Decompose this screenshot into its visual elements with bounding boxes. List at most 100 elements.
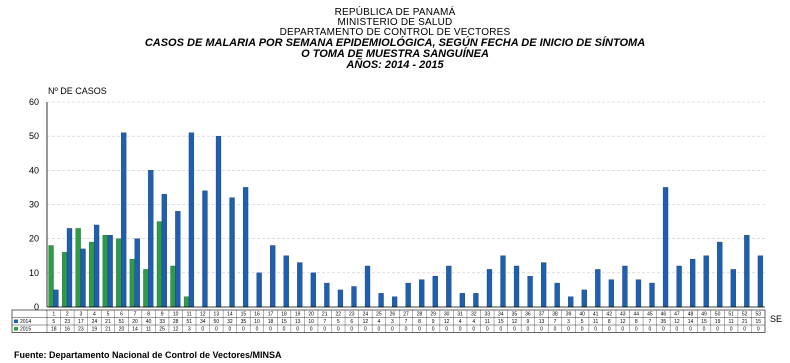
x-tick-label: 51 (728, 312, 734, 318)
x-tick-label: 29 (430, 312, 436, 318)
x-tick-label: 37 (539, 312, 545, 318)
x-tick-label: 7 (134, 312, 137, 318)
table-cell-2015: 0 (608, 327, 611, 333)
table-cell-2014: 11 (729, 319, 734, 325)
table-cell-2015: 0 (621, 327, 624, 333)
x-tick-label: 20 (308, 312, 314, 318)
x-tick-label: 28 (417, 312, 423, 318)
x-tick-label: 53 (755, 312, 761, 318)
table-cell-2014: 13 (539, 319, 545, 325)
bar-2014 (419, 279, 425, 308)
table-cell-2014: 15 (701, 319, 707, 325)
x-tick-label: 52 (742, 312, 748, 318)
bar-2015 (61, 252, 68, 308)
table-cell-2015: 25 (159, 327, 165, 333)
table-cell-2014: 12 (512, 319, 518, 325)
bar-2015 (48, 245, 54, 308)
bar-2014 (432, 276, 438, 308)
table-cell-2014: 28 (173, 319, 179, 325)
bar-2014 (676, 265, 682, 308)
x-tick-label: 1 (52, 312, 55, 318)
bar-2014 (513, 265, 520, 308)
bar-2014 (53, 289, 59, 308)
table-cell-2014: 23 (65, 319, 71, 325)
x-tick-label: 44 (634, 312, 640, 318)
bar-2014 (297, 262, 303, 308)
bar-2014 (757, 255, 764, 308)
table-cell-2014: 18 (268, 319, 274, 325)
x-tick-label: 50 (715, 312, 721, 318)
table-cell-2014: 5 (581, 319, 584, 325)
table-cell-2015: 19 (92, 327, 98, 333)
x-tick-label: 14 (227, 312, 233, 318)
y-tick-label: 30 (29, 200, 39, 210)
x-tick-label: 45 (647, 312, 653, 318)
table-cell-2014: 13 (295, 319, 301, 325)
x-tick-label: 21 (322, 312, 328, 318)
table-cell-2014: 12 (363, 319, 369, 325)
bar-2014 (649, 282, 655, 308)
table-cell-2014: 9 (432, 319, 435, 325)
table-cell-2015: 0 (676, 327, 679, 333)
legend-swatch-2014 (14, 319, 18, 323)
bar-2014 (486, 269, 493, 308)
x-tick-label: 32 (471, 312, 477, 318)
bar-2014 (378, 293, 384, 308)
table-cell-2015: 0 (228, 327, 231, 333)
x-tick-label: 31 (457, 312, 463, 318)
x-tick-label: 15 (241, 312, 247, 318)
bar-2014 (581, 289, 587, 308)
bar-2015 (75, 228, 81, 308)
table-cell-2015: 11 (146, 327, 151, 333)
bar-2014 (134, 238, 140, 308)
x-axis-label: SE (770, 314, 782, 324)
table-cell-2014: 51 (119, 319, 125, 325)
x-tick-label: 49 (701, 312, 707, 318)
bar-2014 (256, 272, 262, 308)
table-cell-2015: 21 (105, 327, 111, 333)
bar-2014 (622, 265, 628, 308)
bar-2014 (324, 282, 330, 308)
table-cell-2015: 0 (242, 327, 245, 333)
table-cell-2015: 0 (391, 327, 394, 333)
bar-2014 (148, 170, 154, 308)
table-cell-2015: 0 (527, 327, 530, 333)
x-tick-label: 16 (254, 312, 260, 318)
x-tick-label: 41 (593, 312, 599, 318)
bar-2015 (102, 235, 108, 308)
bar-2014 (364, 265, 371, 308)
table-cell-2015: 12 (173, 327, 179, 333)
table-cell-2014: 9 (527, 319, 530, 325)
table-cell-2014: 8 (608, 319, 611, 325)
x-tick-label: 36 (525, 312, 531, 318)
table-cell-2014: 5 (52, 319, 55, 325)
table-cell-2014: 15 (755, 319, 761, 325)
source-note: Fuente: Departamento Nacional de Control… (14, 350, 282, 360)
legend-swatch-2015 (14, 327, 18, 331)
table-cell-2014: 12 (674, 319, 680, 325)
y-tick-label: 10 (29, 268, 39, 278)
x-tick-label: 3 (79, 312, 82, 318)
bar-2014 (744, 235, 750, 308)
table-cell-2014: 24 (92, 319, 98, 325)
x-tick-label: 48 (688, 312, 694, 318)
x-tick-label: 24 (363, 312, 369, 318)
table-cell-2015: 0 (757, 327, 760, 333)
bar-2014 (66, 228, 73, 308)
table-cell-2015: 0 (459, 327, 462, 333)
x-tick-label: 26 (390, 312, 396, 318)
bar-2014 (662, 187, 669, 308)
table-cell-2014: 6 (350, 319, 353, 325)
bar-2014 (242, 187, 249, 308)
table-cell-2015: 0 (635, 327, 638, 333)
bars (48, 132, 764, 308)
table-cell-2015: 0 (567, 327, 570, 333)
table-cell-2014: 10 (254, 319, 260, 325)
bar-2014 (175, 211, 181, 308)
table-cell-2015: 0 (594, 327, 597, 333)
x-tick-label: 33 (485, 312, 491, 318)
x-tick-label: 25 (376, 312, 382, 318)
header-ministry: MINISTERIO DE SALUD (337, 17, 453, 28)
bar-2014 (121, 132, 127, 308)
